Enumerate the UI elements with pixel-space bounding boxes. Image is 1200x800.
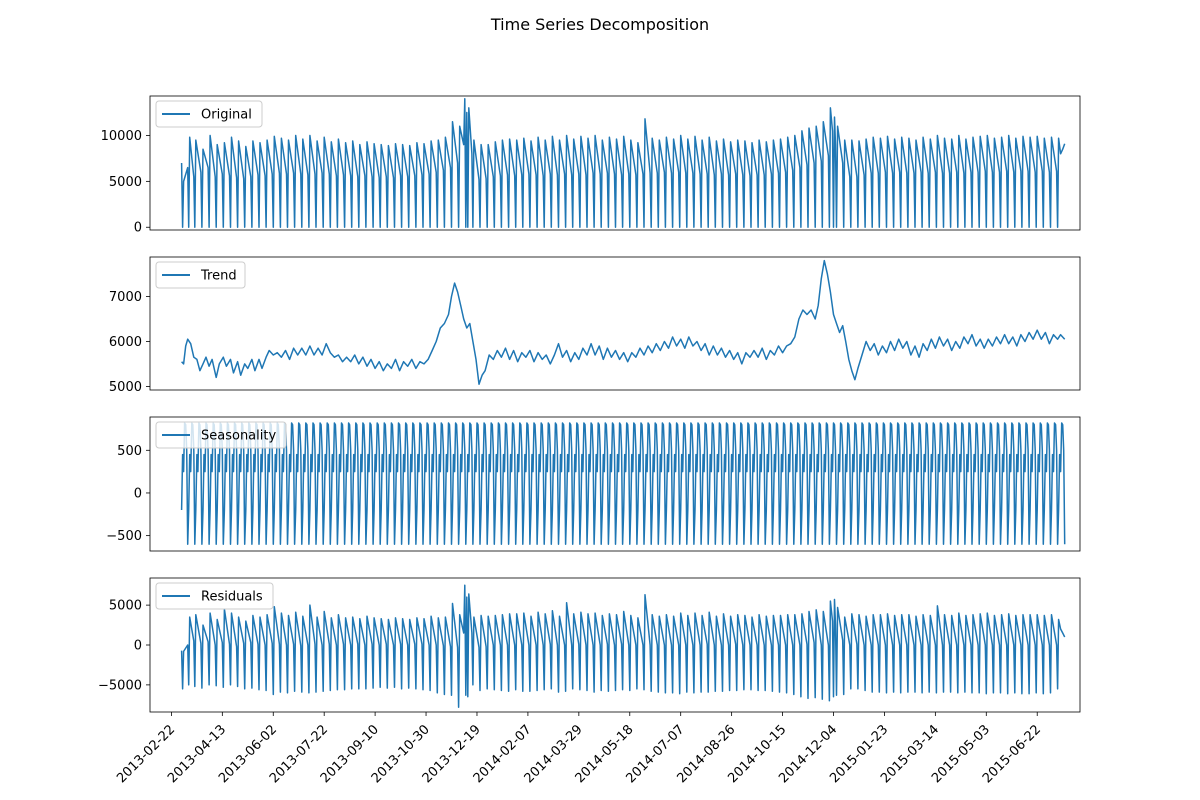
panels: 0500010000Original500060007000Trend−5000… xyxy=(98,95,1081,713)
residuals-axes-frame xyxy=(149,577,1081,713)
seasonality-axes-frame xyxy=(149,416,1081,552)
original-panel: 0 5000 10000 Original xyxy=(101,95,1081,236)
seasonality-y-tick-label: 0 xyxy=(134,486,142,501)
original-y-tick-label: 5000 xyxy=(109,175,142,190)
original-legend-box xyxy=(155,100,263,128)
trend-panel: 5000 6000 7000 Trend xyxy=(109,256,1081,395)
seasonality-series-line xyxy=(180,422,1066,545)
residuals-panel: −5000 0 5000 Residuals xyxy=(98,577,1081,713)
trend-legend-box xyxy=(155,261,246,289)
trend-series-line xyxy=(181,259,1066,385)
trend-y-tick-label: 7000 xyxy=(109,290,142,305)
seasonality-legend-box xyxy=(155,421,287,449)
residuals-legend: Residuals xyxy=(155,582,274,610)
residuals-y-tick-label: 0 xyxy=(134,639,142,654)
seasonality-y-tick-label: 500 xyxy=(117,444,142,459)
original-legend: Original xyxy=(155,100,263,128)
trend-legend: Trend xyxy=(155,261,246,289)
seasonality-y-tick-label: −500 xyxy=(106,529,142,544)
figure-title: Time Series Decomposition xyxy=(490,15,709,34)
trend-y-tick-label: 6000 xyxy=(109,335,142,350)
trend-axes-frame xyxy=(149,256,1081,391)
residuals-legend-label: Residuals xyxy=(201,590,263,605)
trend-legend-label: Trend xyxy=(200,269,237,284)
trend-y-tick-label: 5000 xyxy=(109,380,142,395)
original-y-tick-label: 10000 xyxy=(101,129,142,144)
original-series-line xyxy=(180,98,1066,228)
residuals-legend-box xyxy=(155,582,274,610)
residuals-y-tick-label: −5000 xyxy=(98,678,142,693)
residuals-series-line xyxy=(180,584,1066,708)
original-axes-frame xyxy=(149,95,1081,231)
seasonality-legend: Seasonality xyxy=(155,421,287,449)
original-legend-label: Original xyxy=(201,108,252,123)
seasonality-panel: −500 0 500 Seasonality xyxy=(106,416,1081,552)
residuals-y-tick-label: 5000 xyxy=(109,599,142,614)
original-y-tick-label: 0 xyxy=(134,221,142,236)
seasonality-legend-label: Seasonality xyxy=(201,429,276,444)
